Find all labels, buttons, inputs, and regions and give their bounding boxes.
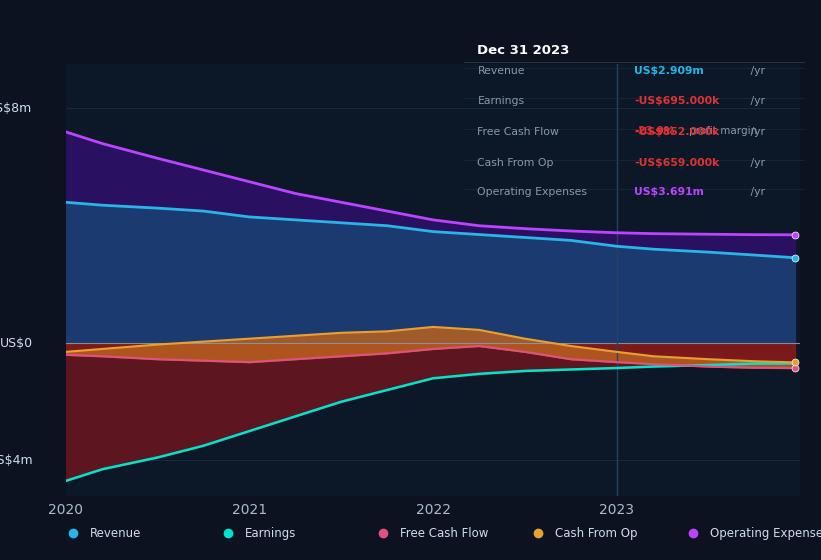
Text: Revenue: Revenue	[478, 66, 525, 76]
Text: Earnings: Earnings	[478, 96, 525, 106]
Text: US$8m: US$8m	[0, 102, 33, 115]
Text: -US$659.000k: -US$659.000k	[635, 158, 719, 169]
Text: /yr: /yr	[746, 96, 764, 106]
Text: /yr: /yr	[746, 128, 764, 137]
Text: US$0: US$0	[0, 337, 33, 349]
Text: Operating Expenses: Operating Expenses	[710, 527, 821, 540]
Text: US$2.909m: US$2.909m	[635, 66, 704, 76]
Text: profit margin: profit margin	[689, 127, 757, 137]
Text: Dec 31 2023: Dec 31 2023	[478, 44, 570, 57]
Text: US$3.691m: US$3.691m	[635, 187, 704, 197]
Text: Cash From Op: Cash From Op	[555, 527, 638, 540]
Text: -23.9%: -23.9%	[635, 127, 675, 137]
Text: /yr: /yr	[746, 66, 764, 76]
Text: /yr: /yr	[746, 158, 764, 169]
Text: -US$4m: -US$4m	[0, 454, 33, 467]
Text: Operating Expenses: Operating Expenses	[478, 187, 588, 197]
Text: Cash From Op: Cash From Op	[478, 158, 554, 169]
Text: -US$695.000k: -US$695.000k	[635, 96, 719, 106]
Text: Free Cash Flow: Free Cash Flow	[478, 128, 559, 137]
Text: Free Cash Flow: Free Cash Flow	[400, 527, 488, 540]
Text: Earnings: Earnings	[245, 527, 296, 540]
Text: -US$852.000k: -US$852.000k	[635, 128, 719, 137]
Text: /yr: /yr	[746, 187, 764, 197]
Text: Revenue: Revenue	[89, 527, 141, 540]
